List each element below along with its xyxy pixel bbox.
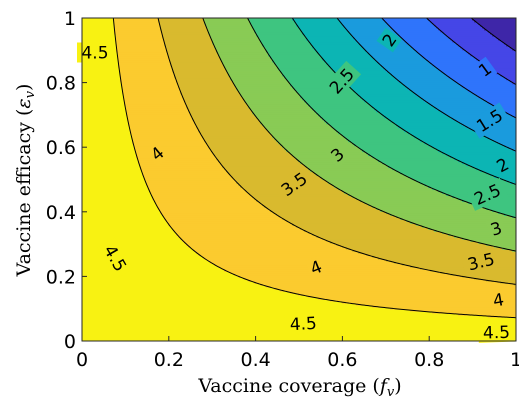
x-tick-label: 0.6 (327, 349, 357, 371)
y-tick-label: 0 (64, 331, 76, 353)
y-tick-label: 0.8 (46, 73, 76, 95)
contour-label: 4.5 (289, 314, 317, 335)
contour-label-group: 4.5 (478, 322, 515, 344)
y-tick-label: 1 (64, 8, 76, 30)
y-tick-label: 0.6 (46, 137, 76, 159)
contour-label-group: 4.5 (285, 313, 322, 336)
x-tick-label: 0 (76, 349, 88, 371)
x-tick-label: 0.4 (240, 349, 270, 371)
y-tick-label: 0.2 (46, 266, 76, 288)
contour-label: 4.5 (81, 44, 108, 64)
y-axis-label: Vaccine efficacy (εv) (13, 84, 38, 278)
x-axis-label: Vaccine coverage (fv) (197, 375, 401, 400)
x-tick-label: 1 (510, 349, 519, 371)
x-tick-label: 0.8 (414, 349, 444, 371)
y-tick-label: 0.4 (46, 202, 76, 224)
x-tick-label: 0.2 (154, 349, 184, 371)
